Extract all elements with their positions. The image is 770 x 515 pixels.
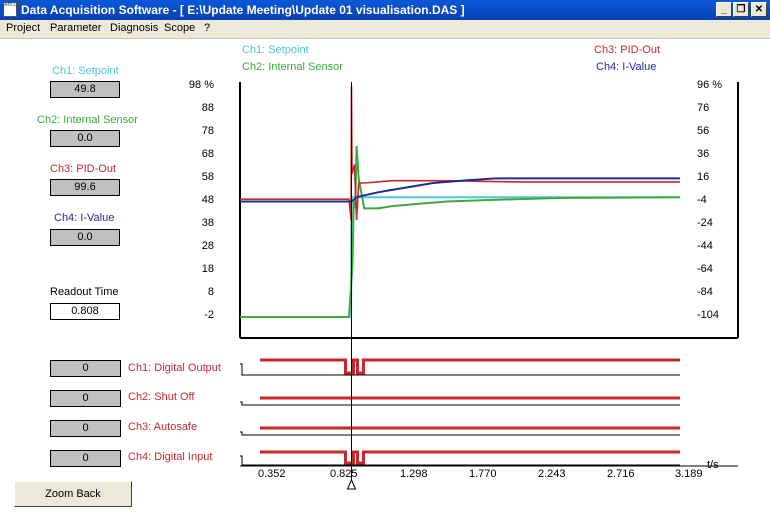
x-axis-tick: 0.825 [330, 468, 358, 480]
left-axis-tick: 28 [201, 240, 214, 252]
menu-scope[interactable]: Scope [164, 22, 196, 34]
series-layer [240, 85, 681, 318]
digital-baseline-row3 [240, 431, 680, 436]
left-axis-tick: 78 [201, 125, 214, 137]
menu-parameter[interactable]: Parameter [50, 22, 102, 34]
right-axis-tick: 16 [697, 171, 710, 183]
left-axis-tick: -2 [204, 309, 214, 321]
x-axis-tick: 2.243 [538, 468, 566, 480]
x-axis-tick: 0.352 [258, 468, 286, 480]
window-title: Data Acquisition Software - [ E:\Update … [21, 3, 465, 17]
series-line-ch1 [240, 196, 680, 318]
left-axis-tick: 98 % [188, 79, 214, 91]
left-axis-tick: 68 [201, 148, 214, 160]
right-axis-tick: -64 [697, 263, 713, 275]
readout-label-ch2: Ch2: Internal Sensor [37, 114, 138, 126]
minimize-button[interactable]: _ [716, 2, 732, 17]
readout-label-ch3: Ch3: PID-Out [50, 163, 117, 175]
x-axis-unit: t/s [707, 459, 719, 471]
left-axis-tick: 38 [201, 217, 214, 229]
right-axis-tick: -24 [697, 217, 713, 229]
right-axis-tick: -44 [697, 240, 713, 252]
digital-value-row4: 0 [50, 450, 121, 467]
x-axis-tick: 2.716 [607, 468, 635, 480]
legend-ch2: Ch2: Internal Sensor [242, 61, 343, 73]
left-axis-tick: 18 [201, 263, 214, 275]
legend-ch3: Ch3: PID-Out [594, 44, 661, 56]
left-axis-tick: 88 [201, 102, 214, 114]
digital-label-row3: Ch3: Autosafe [128, 421, 198, 433]
client-area [0, 39, 770, 515]
digital-baseline-row4 [240, 455, 680, 466]
legend-ch4: Ch4: I-Value [596, 61, 657, 73]
x-axis-tick: 1.298 [400, 468, 428, 480]
left-axis-tick: 58 [201, 171, 214, 183]
x-axis-tick: 3.189 [675, 468, 703, 480]
series-line-ch4 [240, 177, 680, 203]
readout-value-ch3: 99.6 [50, 179, 120, 196]
menu-project[interactable]: Project [6, 22, 41, 34]
cursor-handle-icon[interactable] [346, 478, 357, 490]
x-axis-tick: 1.770 [469, 468, 497, 480]
series-line-ch3 [240, 85, 680, 221]
right-axis-tick: -4 [697, 194, 707, 206]
digital-value-row2: 0 [50, 390, 121, 407]
right-axis-tick: 76 [697, 102, 710, 114]
digital-value-row3: 0 [50, 420, 121, 437]
menu-bar: Project Parameter Diagnosis Scope ? [0, 20, 770, 39]
menu-diagnosis[interactable]: Diagnosis [110, 22, 159, 34]
digital-baseline-row2 [240, 401, 680, 406]
readout-time-value: 0.808 [50, 303, 120, 320]
zoom-back-button[interactable]: Zoom Back [14, 481, 132, 507]
series-line-ch2 [240, 146, 681, 318]
digital-trace-row4 [260, 450, 680, 465]
right-axis-tick: -84 [697, 286, 713, 298]
digital-traces [240, 358, 680, 466]
title-bar: ABCDEF Data Acquisition Software - [ E:\… [0, 0, 770, 20]
readout-time-label: Readout Time [50, 286, 119, 298]
digital-label-row1: Ch1: Digital Output [128, 362, 221, 374]
readout-value-ch4: 0.0 [50, 229, 120, 246]
readout-label-ch1: Ch1: Setpoint [52, 65, 119, 77]
left-axis-tick: 8 [207, 286, 214, 298]
right-axis-tick: -104 [697, 309, 720, 321]
digital-baseline-row1 [240, 363, 680, 376]
menu-help[interactable]: ? [204, 22, 211, 34]
right-axis-tick: 96 % [697, 79, 723, 91]
close-button[interactable]: ✕ [751, 2, 767, 17]
readout-value-ch1: 49.8 [50, 81, 120, 98]
restore-button[interactable]: ❐ [733, 2, 749, 17]
right-axis-tick: 56 [697, 125, 710, 137]
digital-value-row1: 0 [50, 360, 121, 377]
readout-value-ch2: 0.0 [50, 130, 120, 147]
right-axis-tick: 36 [697, 148, 710, 160]
legend-ch1: Ch1: Setpoint [242, 44, 309, 56]
digital-label-row2: Ch2: Shut Off [128, 391, 195, 403]
app-icon: ABCDEF [3, 2, 24, 17]
readout-label-ch4: Ch4: I-Value [54, 212, 115, 224]
digital-label-row4: Ch4: Digital Input [128, 451, 213, 463]
left-axis-tick: 48 [201, 194, 214, 206]
digital-trace-row1 [260, 358, 680, 375]
